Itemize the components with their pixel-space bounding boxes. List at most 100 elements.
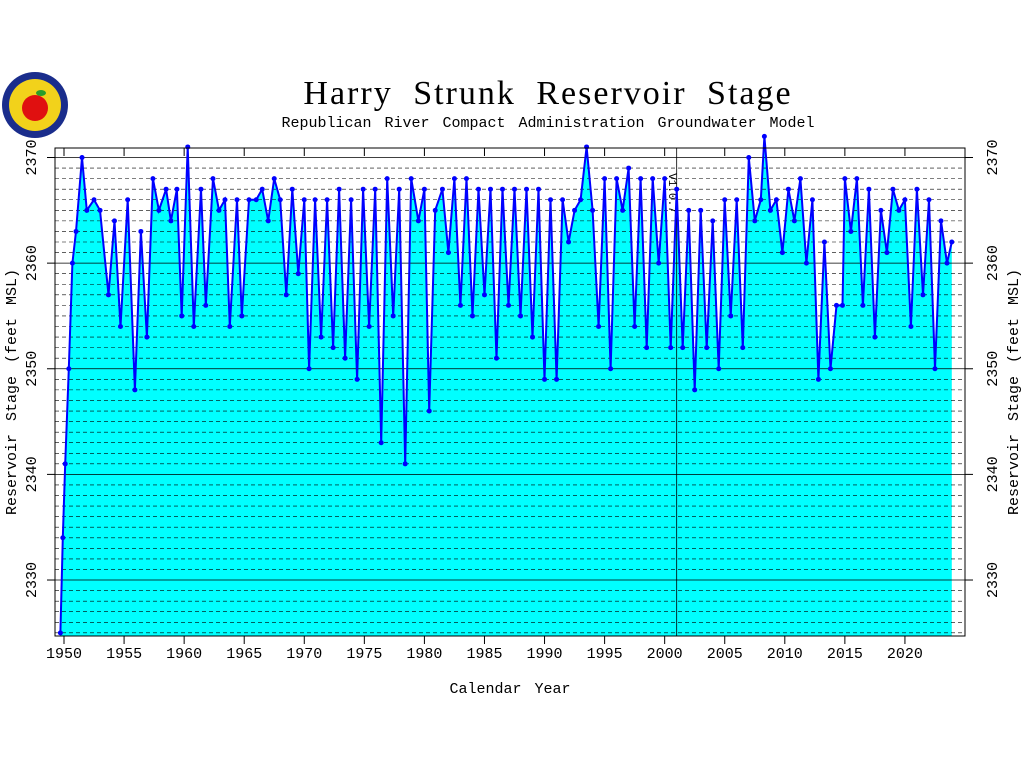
y2-tick-label: 2350 bbox=[985, 351, 1002, 387]
data-point bbox=[216, 207, 222, 213]
y-tick-label: 2350 bbox=[24, 351, 41, 387]
data-point bbox=[69, 260, 75, 266]
y2-tick-label: 2340 bbox=[985, 456, 1002, 492]
data-point bbox=[179, 313, 185, 319]
data-point bbox=[432, 207, 438, 213]
data-point bbox=[860, 302, 866, 308]
data-point bbox=[536, 186, 542, 192]
data-point bbox=[324, 197, 330, 203]
data-point bbox=[372, 186, 378, 192]
data-point bbox=[590, 207, 596, 213]
data-point bbox=[378, 440, 384, 446]
x-tick-label: 1965 bbox=[226, 646, 262, 663]
data-point bbox=[914, 186, 920, 192]
x-tick-label: 1985 bbox=[466, 646, 502, 663]
data-point bbox=[644, 345, 650, 351]
data-point bbox=[396, 186, 402, 192]
data-point bbox=[785, 186, 791, 192]
data-point bbox=[698, 207, 704, 213]
data-point bbox=[283, 292, 289, 298]
data-point bbox=[234, 197, 240, 203]
data-point bbox=[920, 292, 926, 298]
x-tick-label: 2020 bbox=[887, 646, 923, 663]
y2-axis-label: Reservoir Stage (feet MSL) bbox=[1006, 269, 1023, 515]
data-point bbox=[265, 218, 271, 224]
data-point bbox=[872, 334, 878, 340]
data-point bbox=[746, 155, 752, 161]
data-point bbox=[722, 197, 728, 203]
data-point bbox=[330, 345, 336, 351]
data-point bbox=[866, 186, 872, 192]
data-point bbox=[84, 207, 90, 213]
x-tick-label: 2000 bbox=[647, 646, 683, 663]
data-point bbox=[475, 186, 481, 192]
data-point bbox=[674, 186, 680, 192]
x-tick-label: 1970 bbox=[286, 646, 322, 663]
data-point bbox=[421, 186, 427, 192]
data-point bbox=[926, 197, 932, 203]
data-point bbox=[902, 197, 908, 203]
data-point bbox=[686, 207, 692, 213]
data-point bbox=[833, 302, 839, 308]
data-point bbox=[408, 176, 414, 182]
data-point bbox=[222, 197, 228, 203]
data-point bbox=[779, 250, 785, 256]
data-point bbox=[354, 376, 360, 382]
data-point bbox=[306, 366, 312, 372]
data-point bbox=[839, 302, 845, 308]
data-point bbox=[809, 197, 815, 203]
data-point bbox=[150, 176, 156, 182]
y2-tick-label: 2330 bbox=[985, 562, 1002, 598]
data-point bbox=[348, 197, 354, 203]
logo-apple bbox=[22, 95, 48, 121]
logo bbox=[2, 72, 68, 138]
y2-tick-label: 2360 bbox=[985, 245, 1002, 281]
y2-tick-label: 2370 bbox=[985, 139, 1002, 175]
data-point bbox=[366, 324, 372, 330]
x-tick-label: 1995 bbox=[587, 646, 623, 663]
data-point bbox=[168, 218, 174, 224]
data-point bbox=[239, 313, 245, 319]
data-point bbox=[457, 302, 463, 308]
data-point bbox=[117, 324, 123, 330]
data-point bbox=[144, 334, 150, 340]
data-point bbox=[125, 197, 131, 203]
data-point bbox=[773, 197, 779, 203]
data-point bbox=[572, 207, 578, 213]
data-point bbox=[620, 207, 626, 213]
data-point bbox=[79, 155, 85, 161]
data-point bbox=[174, 186, 180, 192]
data-point bbox=[890, 186, 896, 192]
data-point bbox=[463, 176, 469, 182]
data-point bbox=[896, 207, 902, 213]
x-tick-label: 1955 bbox=[106, 646, 142, 663]
plot-frame bbox=[54, 147, 966, 637]
data-point bbox=[481, 292, 487, 298]
data-point bbox=[710, 218, 716, 224]
x-tick-label: 1980 bbox=[406, 646, 442, 663]
data-point bbox=[402, 461, 408, 467]
x-tick-label: 1975 bbox=[346, 646, 382, 663]
chart-subtitle: Republican River Compact Administration … bbox=[281, 115, 814, 132]
data-point bbox=[210, 176, 216, 182]
data-point bbox=[505, 302, 511, 308]
x-tick-label: 2005 bbox=[707, 646, 743, 663]
x-tick-label: 1950 bbox=[46, 646, 82, 663]
data-point bbox=[390, 313, 396, 319]
data-point bbox=[191, 324, 197, 330]
data-point bbox=[132, 387, 138, 393]
data-point bbox=[791, 218, 797, 224]
data-point bbox=[60, 535, 66, 541]
data-point bbox=[73, 228, 79, 234]
data-point bbox=[815, 376, 821, 382]
data-point bbox=[111, 218, 117, 224]
y-tick-label: 2340 bbox=[24, 456, 41, 492]
data-point bbox=[66, 366, 72, 372]
data-point bbox=[277, 197, 283, 203]
data-point bbox=[767, 207, 773, 213]
data-point bbox=[668, 345, 674, 351]
data-point bbox=[499, 186, 505, 192]
data-point bbox=[105, 292, 111, 298]
